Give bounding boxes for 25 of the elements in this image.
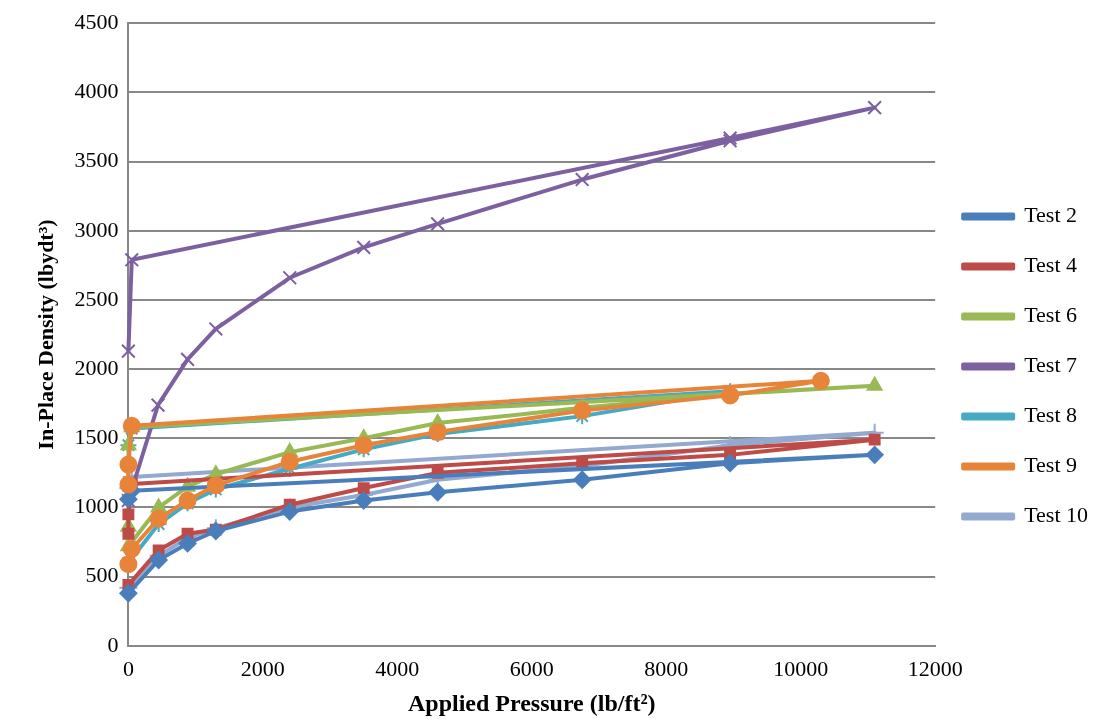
legend-label: Test 4 — [1024, 252, 1077, 278]
y-tick-label: 0 — [107, 631, 119, 657]
legend-label: Test 9 — [1024, 452, 1077, 478]
y-tick-label: 4500 — [74, 8, 119, 34]
x-tick-label: 8000 — [644, 655, 689, 681]
legend-label: Test 7 — [1024, 352, 1077, 378]
legend-label: Test 2 — [1024, 202, 1077, 228]
y-tick-label: 1000 — [74, 493, 119, 519]
y-tick-label: 3500 — [74, 147, 119, 173]
legend-label: Test 6 — [1024, 302, 1077, 328]
x-axis-title: Applied Pressure (lb/ft²) — [407, 689, 656, 716]
y-tick-label: 3000 — [74, 216, 119, 242]
y-tick-label: 2000 — [74, 354, 119, 380]
x-tick-label: 6000 — [509, 655, 554, 681]
y-tick-label: 1500 — [74, 424, 119, 450]
x-tick-label: 12000 — [907, 655, 963, 681]
x-tick-label: 10000 — [773, 655, 829, 681]
x-tick-label: 2000 — [240, 655, 285, 681]
legend-label: Test 8 — [1024, 402, 1077, 428]
y-tick-label: 500 — [85, 562, 119, 588]
y-axis-title: In-Place Density (lbydt³) — [32, 219, 58, 450]
legend-label: Test 10 — [1024, 502, 1088, 528]
y-tick-label: 2500 — [74, 285, 119, 311]
x-tick-label: 4000 — [375, 655, 420, 681]
y-tick-label: 4000 — [74, 78, 119, 104]
